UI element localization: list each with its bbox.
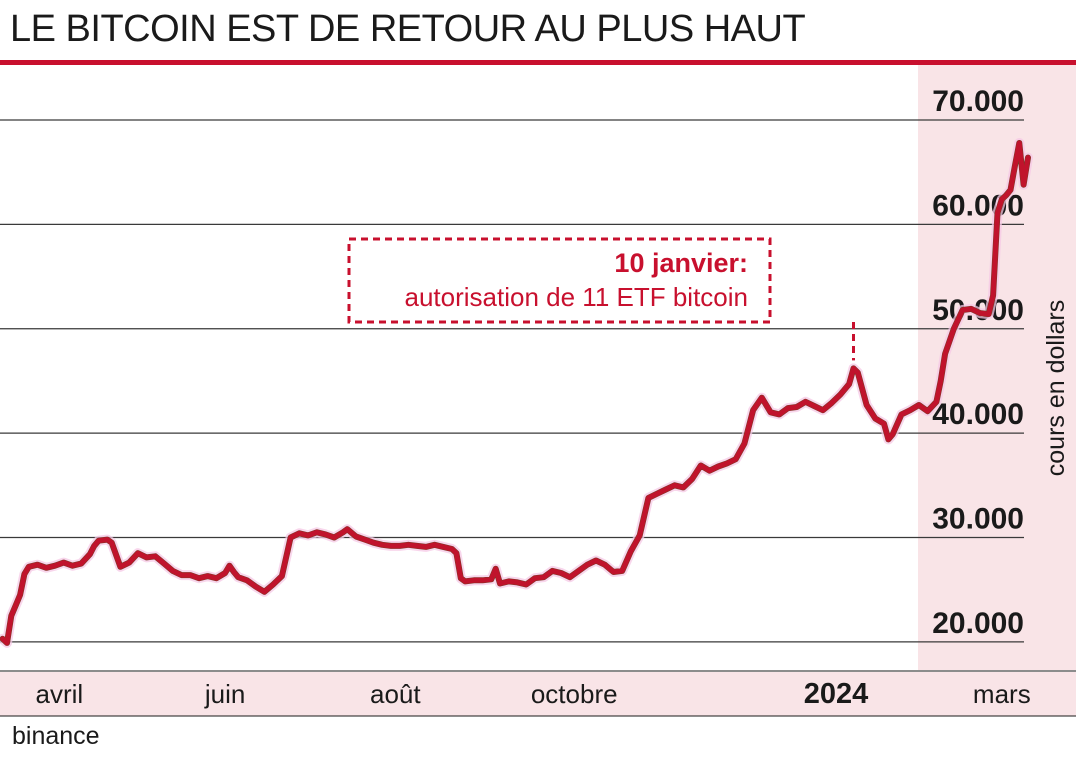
annotation-text: autorisation de 11 ETF bitcoin [405, 282, 748, 312]
annotation-leader [347, 237, 855, 361]
x-tick-label: juin [204, 679, 245, 709]
x-tick-labels: avril juin août octobre 2024 mars [36, 678, 1031, 710]
x-tick-label: août [370, 679, 421, 709]
x-axis-band [0, 672, 1076, 716]
y-tick-label: 40.000 [932, 398, 1024, 431]
chart-title: LE BITCOIN EST DE RETOUR AU PLUS HAUT [10, 8, 806, 50]
y-tick-label: 30.000 [932, 503, 1024, 536]
x-tick-label: octobre [531, 679, 618, 709]
y-tick-label: 20.000 [932, 607, 1024, 640]
price-series [0, 138, 1033, 648]
etf-annotation: 10 janvier: autorisation de 11 ETF bitco… [347, 237, 855, 361]
y-tick-label: 70.000 [932, 85, 1024, 118]
x-tick-label: mars [973, 679, 1031, 709]
annotation-title: 10 janvier: [614, 248, 748, 278]
source-label: binance [12, 722, 100, 750]
title-rule [0, 60, 1076, 65]
y-axis-label: cours en dollars [1042, 300, 1070, 476]
series-line [0, 140, 1031, 646]
series-halo [0, 138, 1033, 648]
x-tick-label: 2024 [804, 678, 869, 710]
gridlines [0, 119, 1024, 643]
x-tick-label: avril [36, 679, 84, 709]
series-line-shadow [0, 140, 1031, 646]
